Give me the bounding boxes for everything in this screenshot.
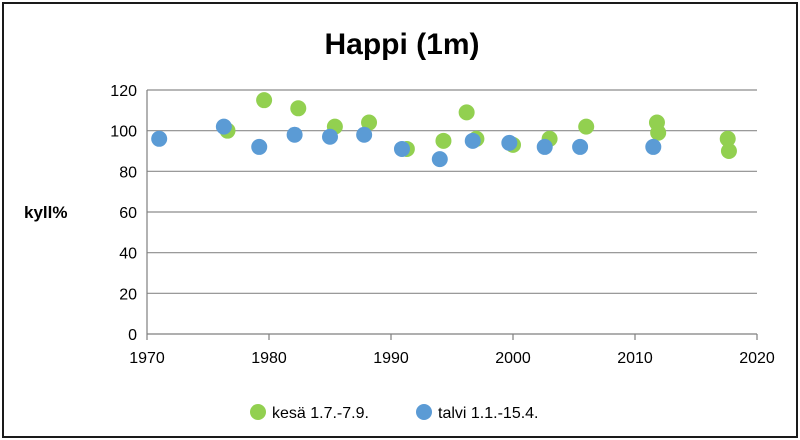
data-point-talvi	[536, 138, 553, 155]
data-point-kesa	[290, 100, 307, 117]
data-point-kesa	[458, 104, 475, 121]
legend-label-kesa: kesä 1.7.-7.9.	[272, 405, 369, 422]
data-points	[151, 92, 737, 168]
data-point-kesa	[720, 143, 737, 159]
x-tick-label: 2000	[495, 350, 531, 367]
data-point-talvi	[393, 140, 410, 157]
data-point-talvi	[501, 134, 518, 151]
data-point-talvi	[215, 118, 232, 135]
data-point-talvi	[431, 151, 448, 168]
legend-marker-talvi	[416, 404, 432, 420]
data-point-talvi	[356, 126, 373, 143]
data-point-talvi	[251, 138, 268, 155]
y-tick-label: 0	[128, 327, 137, 344]
axes	[146, 90, 758, 340]
x-tick-label: 2010	[617, 350, 653, 367]
legend-marker-kesa	[250, 404, 266, 420]
chart-title: Happi (1m)	[324, 28, 479, 61]
legend-label-talvi: talvi 1.1.-15.4.	[438, 405, 539, 422]
gridlines	[147, 89, 757, 294]
y-tick-label: 60	[119, 205, 137, 222]
data-point-kesa	[650, 124, 667, 141]
data-point-kesa	[435, 132, 452, 149]
y-tick-label: 80	[119, 164, 137, 181]
x-tick-label: 2020	[739, 350, 775, 367]
y-tick-label: 120	[110, 83, 137, 100]
data-point-talvi	[645, 138, 662, 155]
y-tick-label: 100	[110, 124, 137, 141]
x-tick-label: 1990	[373, 350, 409, 367]
data-point-talvi	[286, 126, 303, 143]
y-tick-label: 20	[119, 286, 137, 303]
scatter-chart: Happi (1m) kyll% 0 20 40 60 80 100 120 1970 198…	[24, 28, 775, 422]
data-point-talvi	[572, 138, 589, 155]
x-tick-label: 1980	[251, 350, 287, 367]
data-point-talvi	[464, 132, 481, 149]
data-point-talvi	[322, 128, 338, 145]
legend: kesä 1.7.-7.9. talvi 1.1.-15.4.	[250, 404, 539, 422]
data-point-kesa	[578, 118, 595, 135]
y-tick-label: 40	[119, 246, 137, 263]
data-point-talvi	[151, 130, 168, 147]
y-axis-label: kyll%	[24, 203, 67, 222]
data-point-kesa	[719, 130, 736, 147]
x-tick-label: 1970	[129, 350, 165, 367]
data-point-kesa	[256, 92, 273, 109]
x-tick-labels: 1970 1980 1990 2000 2010 2020	[129, 350, 775, 367]
data-point-kesa	[361, 114, 378, 131]
y-tick-labels: 0 20 40 60 80 100 120	[110, 83, 137, 344]
